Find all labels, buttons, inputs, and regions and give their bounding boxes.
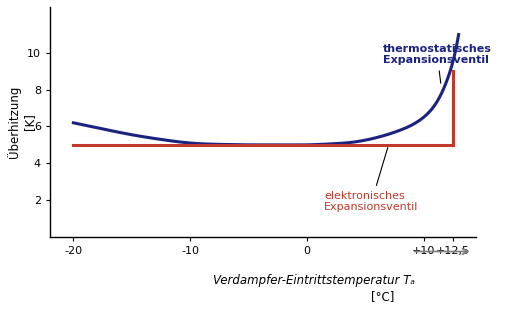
Text: elektronisches
Expansionsventil: elektronisches Expansionsventil bbox=[324, 148, 418, 212]
Y-axis label: Überhitzung
[K]: Überhitzung [K] bbox=[7, 86, 36, 158]
Text: thermostatisches
Expansionsventil: thermostatisches Expansionsventil bbox=[382, 44, 491, 83]
Text: [°C]: [°C] bbox=[370, 290, 393, 303]
Text: Verdampfer-Eintrittstemperatur Tₐ: Verdampfer-Eintrittstemperatur Tₐ bbox=[213, 274, 415, 287]
